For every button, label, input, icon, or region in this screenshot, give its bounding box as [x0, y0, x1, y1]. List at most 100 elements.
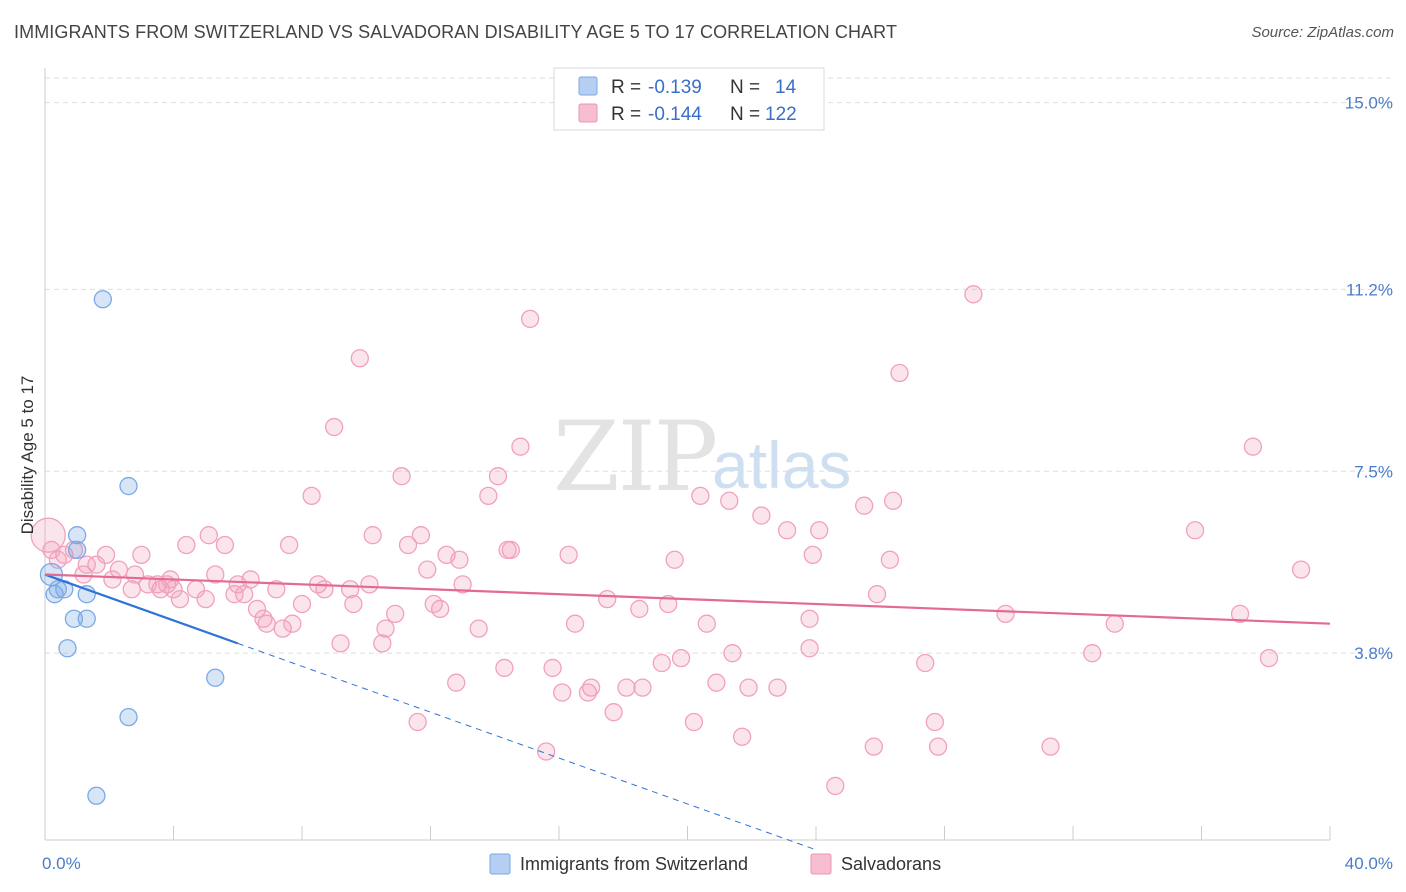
salvadorans-point — [376, 619, 395, 638]
salvadorans-point — [890, 363, 909, 383]
salvadorans-point — [495, 658, 514, 678]
salvadorans-point — [257, 614, 276, 633]
salvadorans-point — [604, 703, 623, 722]
salvadorans-point — [1230, 604, 1250, 624]
salvadorans-point — [360, 575, 379, 594]
legend-n-label-1: N = — [730, 77, 760, 98]
legend-swatch-switzerland — [578, 76, 598, 96]
salvadorans-point — [598, 589, 617, 609]
salvadorans-point — [241, 570, 260, 589]
salvadorans-point — [447, 673, 466, 692]
salvadorans-point — [810, 521, 829, 540]
salvadorans-point — [800, 639, 819, 658]
salvadorans-point — [537, 742, 556, 761]
salvadorans-point — [671, 648, 691, 668]
salvadorans-point — [302, 486, 321, 506]
salvadorans-point — [267, 580, 286, 599]
salvadorans-point — [826, 776, 845, 796]
switzerland-point — [58, 639, 77, 658]
salvadorans-point — [720, 491, 739, 510]
salvadorans-point — [697, 614, 716, 633]
series-legend: Immigrants from Switzerland Salvadorans — [489, 853, 941, 875]
switzerland-point — [87, 786, 106, 805]
salvadorans-point — [408, 712, 427, 732]
salvadorans-point — [479, 486, 498, 506]
salvadorans-point — [559, 545, 578, 565]
source-label: Source: ZipAtlas.com — [1251, 24, 1394, 41]
bottom-legend-swatch-switzerland — [489, 853, 511, 875]
bottom-legend-swatch-salvadorans — [810, 853, 832, 875]
bottom-legend-label-salvadorans: Salvadorans — [841, 854, 941, 874]
salvadorans-point — [215, 535, 235, 555]
salvadorans-point — [665, 550, 684, 569]
salvadorans-point — [132, 545, 151, 565]
salvadorans-point — [247, 599, 267, 619]
salvadorans-point — [206, 565, 225, 584]
salvadorans-point — [520, 309, 540, 329]
y-tick-label: 11.2% — [1346, 280, 1393, 299]
legend-n-value-2: 122 — [765, 104, 797, 125]
switzerland-point — [119, 476, 138, 496]
salvadorans-point — [565, 614, 585, 633]
switzerland-trend-line — [44, 573, 239, 645]
salvadorans-point — [350, 349, 369, 368]
y-axis-title: Disability Age 5 to 17 — [18, 376, 37, 535]
bottom-legend-label-switzerland: Immigrants from Switzerland — [520, 854, 748, 874]
x-tick-label-min: 0.0% — [42, 854, 81, 873]
salvadorans-point — [77, 555, 96, 574]
salvadorans-point — [800, 609, 819, 628]
salvadorans-trend-line — [44, 573, 1331, 625]
switzerland-point — [48, 580, 67, 599]
salvadorans-point — [283, 614, 302, 633]
salvadorans-point — [398, 535, 418, 555]
salvadorans-point — [344, 594, 363, 614]
salvadorans-point — [411, 526, 431, 545]
salvadorans-point — [543, 658, 562, 678]
salvadorans-point — [225, 585, 244, 604]
switzerland-point — [119, 707, 138, 727]
salvadorans-point — [1083, 644, 1102, 663]
salvadorans-point — [341, 580, 360, 599]
salvadorans-point — [74, 565, 93, 584]
y-tick-label: 3.8% — [1354, 644, 1393, 663]
salvadorans-point — [553, 683, 572, 702]
salvadorans-point — [768, 678, 787, 697]
watermark: ZIP atlas — [553, 401, 851, 513]
y-tick-labels: 3.8% 7.5% 11.2% 15.0% — [1345, 94, 1393, 664]
salvadorans-point — [732, 727, 752, 746]
salvadorans-point — [453, 575, 472, 594]
salvadorans-point — [164, 580, 183, 599]
salvadorans-point — [109, 560, 129, 579]
switzerland-points — [39, 290, 225, 805]
switzerland-point — [206, 668, 225, 687]
watermark-zip: ZIP — [553, 401, 716, 513]
salvadorans-point — [707, 673, 726, 692]
salvadorans-point — [752, 506, 771, 525]
salvadorans-point — [803, 545, 822, 565]
x-tick-label-max: 40.0% — [1345, 854, 1393, 873]
switzerland-point — [77, 609, 96, 628]
salvadorans-point — [1041, 737, 1060, 756]
salvadorans-point — [324, 417, 344, 437]
y-tick-label: 15.0% — [1345, 94, 1393, 113]
salvadorans-point — [511, 437, 530, 456]
salvadorans-point — [430, 599, 450, 619]
legend-n-value-1: 14 — [775, 77, 797, 98]
salvadorans-point — [196, 589, 215, 609]
salvadorans-point — [488, 467, 508, 486]
salvadorans-point — [883, 491, 903, 510]
switzerland-point — [93, 290, 112, 309]
salvadorans-point — [1259, 648, 1279, 668]
switzerland-point — [67, 526, 87, 545]
salvadorans-point — [916, 653, 935, 673]
salvadorans-point — [925, 712, 945, 732]
salvadorans-point — [617, 678, 636, 697]
salvadorans-point — [292, 594, 312, 614]
salvadorans-point — [177, 535, 196, 555]
correlation-legend: R = -0.139 N = 14 R = -0.144 N = 122 — [553, 67, 825, 131]
salvadorans-points — [30, 285, 1311, 796]
salvadorans-point — [630, 599, 649, 619]
switzerland-point — [67, 540, 87, 560]
salvadorans-point — [1291, 560, 1311, 579]
